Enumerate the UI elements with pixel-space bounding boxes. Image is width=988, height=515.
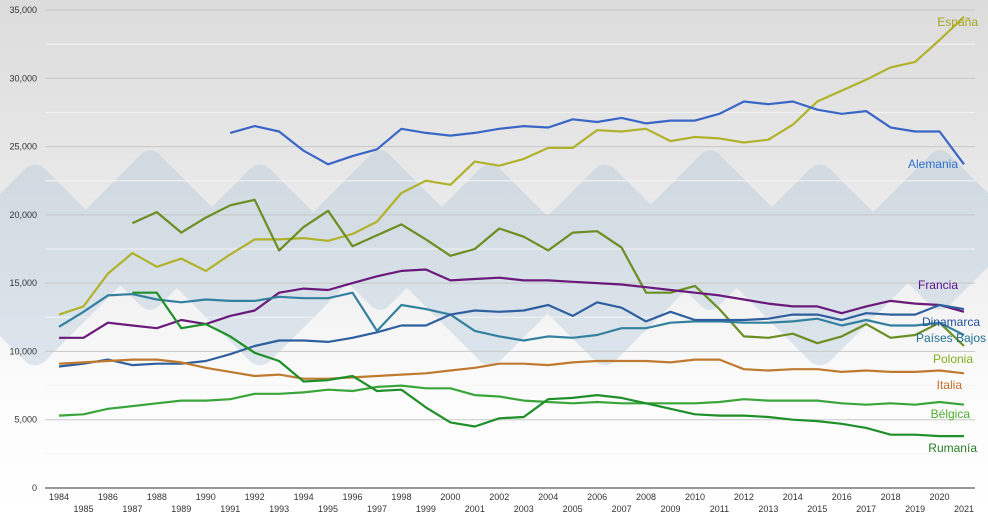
y-tick-label: 20,000 <box>9 210 37 220</box>
x-tick-label: 2020 <box>930 492 950 502</box>
x-tick-label: 2005 <box>563 504 583 514</box>
x-tick-label: 1990 <box>196 492 216 502</box>
x-tick-label: 1993 <box>269 504 289 514</box>
x-tick-label: 2000 <box>440 492 460 502</box>
x-tick-label: 2004 <box>538 492 558 502</box>
watermark-diamond <box>70 150 230 310</box>
series-line-alemania <box>229 100 965 166</box>
series-line-dinamarca <box>58 301 965 368</box>
x-tick-label: 2011 <box>710 504 729 514</box>
x-tick-label: 2016 <box>832 492 852 502</box>
x-tick-label: 2002 <box>489 492 509 502</box>
series-line-belgica <box>58 384 965 417</box>
x-tick-label: 1985 <box>73 504 93 514</box>
x-tick-label: 2003 <box>514 504 534 514</box>
series-label-rumania: Rumanía <box>928 441 977 455</box>
x-tick-label: 1992 <box>245 492 265 502</box>
y-tick-label: 30,000 <box>9 73 37 83</box>
x-tick-label: 2010 <box>685 492 705 502</box>
series-line-paises-bajos <box>58 291 965 342</box>
x-tick-label: 2009 <box>660 504 680 514</box>
series-points-dinamarca <box>58 302 965 367</box>
series-line-italia <box>58 358 965 380</box>
x-tick-label: 2019 <box>905 504 925 514</box>
series-label-polonia: Polonia <box>933 352 973 366</box>
y-tick-label: 25,000 <box>9 142 37 152</box>
y-tick-label: 15,000 <box>9 278 37 288</box>
watermark-diamond <box>860 150 988 310</box>
x-tick-label: 1984 <box>49 492 69 502</box>
x-tick-label: 1999 <box>416 504 436 514</box>
gridlines <box>45 9 975 489</box>
series-label-francia: Francia <box>918 278 958 292</box>
series-label-espana: España <box>937 15 978 29</box>
watermark-logo <box>0 150 988 366</box>
x-tick-label: 1986 <box>98 492 118 502</box>
series-line-francia <box>59 268 965 339</box>
x-tick-label: 2021 <box>954 504 974 514</box>
watermark-diamond <box>630 150 790 310</box>
series-labels: España Alemania Francia Dinamarca Países Baj… <box>908 15 986 455</box>
x-tick-label: 1994 <box>294 492 314 502</box>
series-points-polonia <box>132 199 965 347</box>
x-tick-label: 2017 <box>856 504 876 514</box>
series-lines <box>58 16 965 438</box>
y-tick-label: 35,000 <box>9 5 37 15</box>
x-tick-label: 1996 <box>343 492 363 502</box>
x-tick-label: 2013 <box>758 504 778 514</box>
x-tick-label: 2007 <box>612 504 632 514</box>
x-tick-label: 1988 <box>147 492 167 502</box>
y-tick-label: 5,000 <box>14 415 37 425</box>
series-points-alemania <box>230 101 965 165</box>
x-tick-label: 1998 <box>391 492 411 502</box>
series-label-alemania: Alemania <box>908 157 958 171</box>
x-axis-ticks: 1984 1985 1986 1987 1988 1989 1990 1991 1992 1993… <box>49 492 974 514</box>
x-tick-label: 2014 <box>783 492 803 502</box>
x-tick-label: 2008 <box>636 492 656 502</box>
x-tick-label: 2015 <box>807 504 827 514</box>
series-points-rumania <box>132 292 965 437</box>
series-label-italia: Italia <box>937 378 963 392</box>
series-points-italia <box>58 359 965 379</box>
series-label-dinamarca: Dinamarca <box>922 315 980 329</box>
x-tick-label: 1995 <box>318 504 338 514</box>
series-points-paises-bajos <box>58 292 965 341</box>
x-tick-label: 1989 <box>171 504 191 514</box>
y-tick-label: 0 <box>32 483 37 493</box>
x-tick-label: 1991 <box>220 504 240 514</box>
y-axis-ticks: 0 5,000 10,000 15,000 20,000 25,000 30,000 35,0… <box>9 5 37 493</box>
series-points-espana <box>58 16 965 315</box>
y-tick-label: 10,000 <box>9 346 37 356</box>
x-tick-label: 1987 <box>122 504 142 514</box>
x-tick-label: 2012 <box>734 492 754 502</box>
series-line-espana <box>58 16 965 316</box>
x-tick-label: 2006 <box>587 492 607 502</box>
x-tick-label: 2018 <box>881 492 901 502</box>
series-label-belgica: Bélgica <box>931 407 971 421</box>
x-tick-label: 1997 <box>367 504 387 514</box>
series-label-paises-bajos: Países Bajos <box>916 331 986 345</box>
x-tick-label: 2001 <box>465 504 485 514</box>
